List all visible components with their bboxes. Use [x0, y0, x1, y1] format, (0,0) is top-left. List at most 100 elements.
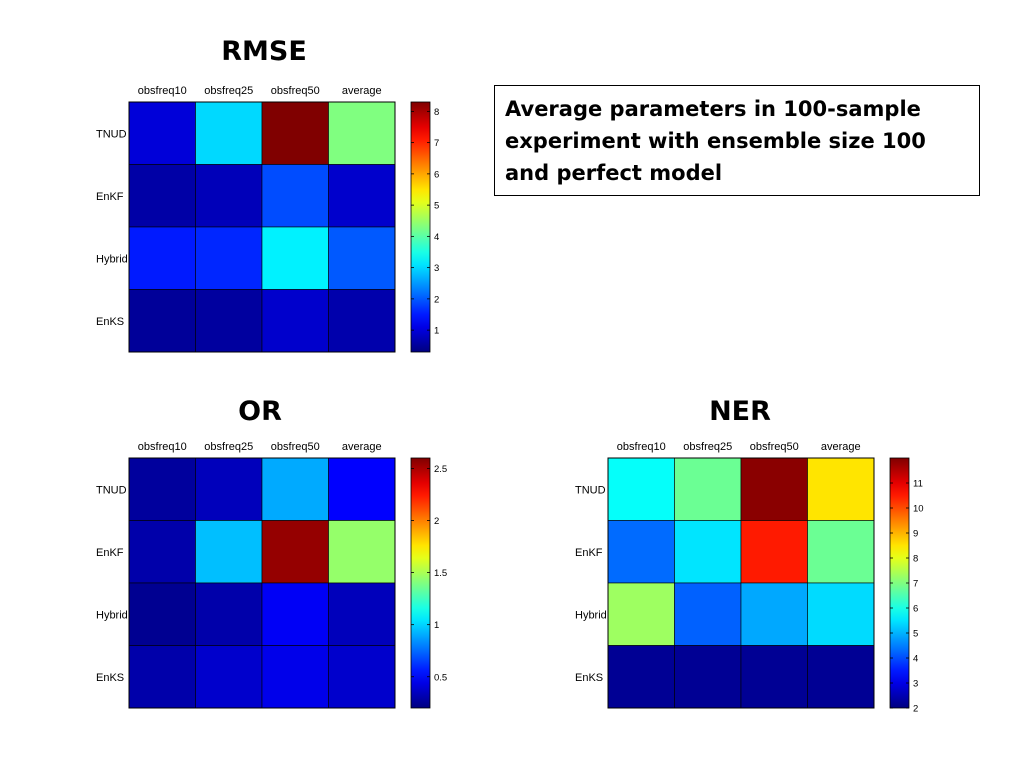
heatmap-cell — [328, 582, 396, 646]
heatmap-rmse: obsfreq10 obsfreq25 obsfreq50 average TNUD En… — [96, 85, 439, 353]
colorbar-tick-label: 5 — [913, 629, 918, 640]
colorbar-tick-label: 4 — [913, 654, 918, 665]
colorbar-tick-label: 7 — [913, 579, 918, 590]
heatmap-cell — [128, 289, 196, 353]
colorbar — [410, 457, 431, 709]
colorbar-tick-label: 2 — [434, 294, 439, 305]
colorbar-tick-label: 8 — [913, 554, 918, 565]
row-label: Hybrid — [575, 609, 607, 621]
heatmap-cell — [328, 645, 396, 709]
column-label: obsfreq25 — [204, 441, 253, 453]
heatmap-cell — [740, 520, 808, 584]
heatmap-cell — [328, 101, 396, 165]
row-label: EnKF — [96, 191, 124, 203]
heatmap-frame — [128, 457, 396, 709]
heatmap-cell — [328, 457, 396, 521]
colorbar-tick-label: 0.5 — [434, 672, 447, 683]
heatmap-cell — [195, 164, 263, 228]
colorbar-tick-label: 6 — [913, 604, 918, 615]
heatmap-cell — [128, 226, 196, 290]
column-label: obsfreq50 — [750, 441, 799, 453]
heatmap-cell — [740, 645, 808, 709]
column-label: obsfreq25 — [683, 441, 732, 453]
heatmap-cell — [128, 101, 196, 165]
heatmap-cell — [128, 645, 196, 709]
row-label: TNUD — [575, 484, 606, 496]
row-label: TNUD — [96, 484, 127, 496]
heatmap-cell — [195, 645, 263, 709]
row-label: EnKF — [96, 547, 124, 559]
row-label: EnKS — [575, 672, 603, 684]
chart-title-ner: NER — [709, 396, 771, 427]
colorbar-tick-label: 1 — [434, 326, 439, 337]
row-label: EnKS — [96, 316, 124, 328]
heatmap-cell — [807, 520, 875, 584]
heatmap-cell — [740, 582, 808, 646]
heatmap-cell — [195, 289, 263, 353]
column-label: obsfreq10 — [138, 85, 187, 97]
colorbar-tick-label: 2 — [434, 516, 439, 527]
heatmap-cell — [328, 289, 396, 353]
heatmap-cell — [607, 582, 675, 646]
heatmap-frame — [128, 101, 396, 353]
heatmap-cell — [128, 164, 196, 228]
heatmap-ner: obsfreq10 obsfreq25 obsfreq50 average TNUD En… — [575, 441, 924, 715]
heatmap-cell — [261, 289, 329, 353]
column-label: obsfreq50 — [271, 441, 320, 453]
colorbar-tick-label: 10 — [913, 504, 924, 515]
colorbar-tick-label: 4 — [434, 232, 439, 243]
heatmap-cell — [261, 645, 329, 709]
heatmap-frame — [607, 457, 875, 709]
heatmap-cell — [261, 164, 329, 228]
heatmap-cell — [195, 520, 263, 584]
slide-note: Average parameters in 100-sample experim… — [494, 85, 980, 196]
row-label: EnKF — [575, 547, 603, 559]
colorbar-tick-label: 3 — [434, 263, 439, 274]
heatmap-cell — [328, 226, 396, 290]
row-label: Hybrid — [96, 253, 128, 265]
heatmap-cell — [674, 520, 742, 584]
row-label: EnKS — [96, 672, 124, 684]
colorbar-tick-label: 5 — [434, 201, 439, 212]
heatmap-cell — [261, 101, 329, 165]
heatmap-cell — [128, 582, 196, 646]
heatmap-cell — [674, 645, 742, 709]
colorbar-tick-label: 6 — [434, 169, 439, 180]
heatmap-cell — [807, 457, 875, 521]
column-label: obsfreq50 — [271, 85, 320, 97]
colorbar-tick-label: 9 — [913, 529, 918, 540]
heatmap-cell — [807, 645, 875, 709]
heatmap-cell — [128, 520, 196, 584]
heatmap-cell — [740, 457, 808, 521]
heatmap-cell — [328, 520, 396, 584]
colorbar-tick-label: 11 — [913, 479, 923, 490]
column-label: obsfreq10 — [138, 441, 187, 453]
colorbar-tick-label: 7 — [434, 138, 439, 149]
heatmap-cell — [674, 457, 742, 521]
heatmap-cell — [674, 582, 742, 646]
column-label: average — [821, 441, 861, 453]
heatmap-cell — [807, 582, 875, 646]
colorbar-tick-label: 1.5 — [434, 568, 447, 579]
chart-title-rmse: RMSE — [221, 36, 307, 67]
colorbar — [410, 101, 431, 353]
column-label: obsfreq25 — [204, 85, 253, 97]
heatmap-cell — [328, 164, 396, 228]
column-label: average — [342, 85, 382, 97]
heatmap-cell — [607, 457, 675, 521]
heatmap-cell — [261, 226, 329, 290]
colorbar-tick-label: 3 — [913, 679, 918, 690]
colorbar-tick-label: 2 — [913, 704, 918, 715]
heatmap-cell — [607, 520, 675, 584]
colorbar-tick-label: 1 — [434, 620, 439, 631]
chart-title-or: OR — [238, 396, 282, 427]
heatmap-cell — [195, 457, 263, 521]
row-label: Hybrid — [96, 609, 128, 621]
heatmap-or: obsfreq10 obsfreq25 obsfreq50 average TNUD En… — [96, 441, 447, 709]
heatmap-cell — [607, 645, 675, 709]
heatmap-cell — [195, 101, 263, 165]
column-label: average — [342, 441, 382, 453]
row-label: TNUD — [96, 128, 127, 140]
heatmap-cell — [261, 582, 329, 646]
heatmap-cell — [195, 226, 263, 290]
